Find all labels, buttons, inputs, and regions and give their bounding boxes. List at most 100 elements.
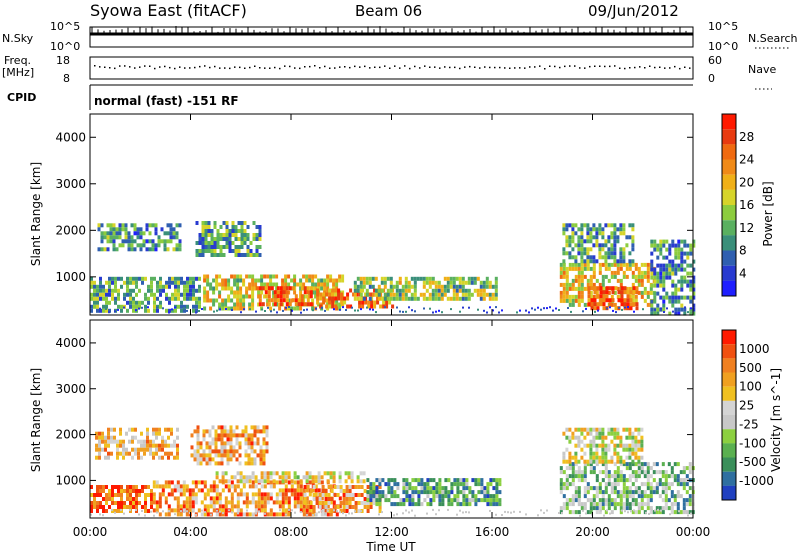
heatmap-cell: [263, 471, 267, 476]
heatmap-cell: [183, 288, 186, 293]
heatmap-cell: [217, 461, 221, 466]
heatmap-cell: [230, 508, 234, 513]
heatmap-cell: [559, 274, 563, 279]
heatmap-cell: [601, 506, 605, 511]
heatmap-cell: [586, 235, 590, 240]
heatmap-cell: [112, 247, 116, 252]
freq-dot: [364, 65, 366, 68]
heatmap-cell: [432, 498, 436, 503]
heatmap-cell: [383, 296, 387, 301]
heatmap-cell: [640, 270, 644, 275]
heatmap-cell: [135, 505, 138, 509]
heatmap-cell: [649, 498, 653, 503]
heatmap-cell: [243, 221, 247, 225]
heatmap-cell: [133, 239, 137, 244]
heatmap-cell: [143, 443, 146, 448]
heatmap-cell: [589, 470, 593, 475]
heatmap-cell: [477, 308, 479, 311]
heatmap-cell: [358, 292, 362, 297]
heatmap-cell: [129, 509, 131, 511]
heatmap-cell: [494, 284, 498, 289]
heatmap-cell: [210, 233, 214, 237]
heatmap-cell: [683, 251, 687, 256]
heatmap-cell: [599, 302, 603, 307]
heatmap-cell: [388, 300, 392, 305]
heatmap-cell: [628, 486, 632, 491]
heatmap-cell: [147, 300, 150, 305]
heatmap-cell: [251, 302, 255, 307]
heatmap-cell: [116, 455, 119, 460]
heatmap-cell: [193, 449, 197, 454]
heatmap-cell: [689, 295, 693, 300]
freq-dot: [619, 67, 621, 69]
heatmap-cell: [105, 493, 108, 497]
heatmap-cell: [586, 223, 590, 228]
heatmap-cell: [411, 309, 413, 312]
heatmap-cell: [610, 427, 614, 432]
heatmap-cell: [459, 478, 463, 483]
heatmap-cell: [614, 306, 618, 311]
heatmap-cell: [631, 270, 635, 275]
heatmap-cell: [583, 466, 587, 471]
heatmap-cell: [665, 247, 669, 252]
heatmap-cell: [441, 498, 445, 503]
heatmap-cell: [373, 288, 377, 293]
heatmap-cell: [288, 286, 292, 291]
heatmap-cell: [285, 302, 289, 307]
heatmap-cell: [610, 486, 614, 491]
heatmap-cell: [172, 235, 176, 240]
heatmap-cell: [293, 278, 297, 283]
heatmap-cell: [186, 288, 189, 293]
heatmap-cell: [589, 247, 593, 252]
heatmap-cell: [321, 489, 325, 493]
heatmap-cell: [495, 482, 499, 487]
heatmap-cell: [441, 494, 445, 499]
heatmap-cell: [240, 311, 242, 314]
heatmap-cell: [179, 504, 183, 509]
heatmap-cell: [360, 510, 362, 513]
heatmap-cell: [580, 274, 584, 279]
heatmap-cell: [242, 484, 246, 489]
heatmap-cell: [160, 239, 164, 244]
heatmap-cell: [624, 306, 626, 309]
heatmap-cell: [646, 270, 650, 275]
heatmap-cell: [175, 231, 179, 236]
heatmap-cell: [221, 479, 225, 484]
heatmap-cell: [299, 282, 303, 287]
heatmap-cell: [565, 506, 569, 511]
heatmap-cell: [604, 482, 608, 487]
heatmap-cell: [571, 278, 575, 283]
heatmap-cell: [598, 227, 602, 232]
heatmap-cell: [483, 486, 487, 491]
heatmap-cell: [562, 223, 566, 228]
heatmap-cell: [659, 307, 663, 312]
heatmap-cell: [215, 278, 219, 283]
heatmap-cell: [571, 466, 575, 471]
heatmap-cell: [173, 496, 177, 501]
heatmap-cell: [619, 227, 623, 232]
heatmap-cell: [147, 308, 150, 313]
heatmap-cell: [253, 429, 257, 434]
heatmap-cell: [127, 235, 131, 240]
heatmap-cell: [598, 486, 602, 491]
heatmap-cell: [350, 475, 354, 480]
heatmap-cell: [562, 482, 566, 487]
heatmap-cell: [185, 496, 189, 501]
heatmap-cell: [302, 488, 306, 493]
heatmap-cell: [664, 490, 668, 495]
heatmap-cell: [191, 508, 195, 513]
heatmap-cell: [528, 311, 530, 314]
heatmap-cell: [191, 496, 195, 501]
heatmap-cell: [111, 489, 114, 493]
heatmap-cell: [239, 274, 243, 279]
heatmap-cell: [177, 304, 180, 309]
heatmap-cell: [242, 302, 246, 307]
heatmap-cell: [251, 298, 255, 303]
heatmap-cell: [139, 227, 143, 232]
x-tick-label: 16:00: [475, 525, 510, 539]
heatmap-cell: [616, 455, 620, 460]
heatmap-cell: [108, 300, 111, 305]
heatmap-cell: [589, 506, 593, 511]
heatmap-cell: [685, 482, 689, 487]
heatmap-cell: [662, 263, 666, 268]
